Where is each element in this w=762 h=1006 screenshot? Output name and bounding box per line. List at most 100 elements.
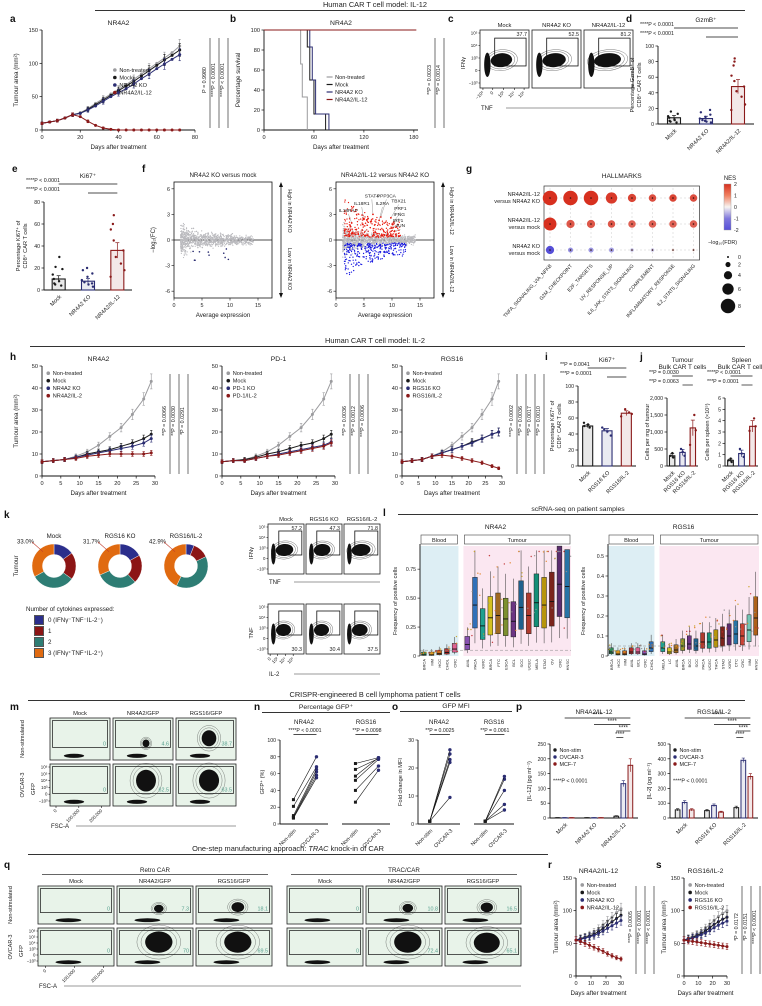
svg-text:****: **** (608, 719, 618, 725)
svg-text:RGS16/IL-2: RGS16/IL-2 (697, 709, 731, 716)
svg-text:5: 5 (718, 407, 721, 413)
svg-text:**P = 0.0041: **P = 0.0041 (560, 362, 590, 368)
svg-text:6: 6 (329, 187, 332, 193)
svg-text:100: 100 (658, 801, 667, 807)
svg-text:Ki67⁺: Ki67⁺ (599, 357, 615, 364)
svg-text:−10³: −10³ (257, 567, 266, 572)
svg-text:120: 120 (359, 135, 368, 141)
svg-text:HCC: HCC (437, 659, 442, 668)
svg-text:****P < 0.0001: ****P < 0.0001 (640, 31, 674, 37)
svg-text:GzmB⁺: GzmB⁺ (695, 17, 716, 24)
svg-text:PACA: PACA (473, 659, 478, 670)
svg-text:50: 50 (212, 364, 218, 370)
svg-text:KIRC: KIRC (480, 659, 485, 669)
svg-text:0: 0 (574, 981, 577, 987)
svg-text:−10³: −10³ (257, 647, 266, 652)
svg-text:0: 0 (267, 656, 273, 662)
svg-text:10⁵: 10⁵ (286, 656, 295, 665)
svg-text:30: 30 (32, 408, 38, 414)
svg-text:20: 20 (114, 481, 120, 487)
svg-text:3: 3 (167, 212, 170, 218)
svg-text:15: 15 (95, 481, 101, 487)
panel-letter-r: r (548, 860, 552, 871)
svg-text:10: 10 (32, 452, 38, 458)
svg-text:Mock: Mock (53, 379, 67, 385)
section-header-trac: One-step manufacturing approach: TRAC kn… (28, 844, 548, 853)
section-header-il2: Human CAR T cell model: IL-2 (325, 336, 425, 345)
svg-text:60: 60 (568, 416, 574, 422)
svg-text:PD-1 KO: PD-1 KO (233, 386, 256, 392)
svg-text:IL18RAP: IL18RAP (339, 208, 358, 214)
svg-text:Mock: Mock (413, 379, 427, 385)
svg-text:63.5: 63.5 (222, 787, 233, 793)
svg-text:0: 0 (262, 135, 265, 141)
svg-text:Mock: Mock (318, 879, 332, 885)
svg-text:TBX21: TBX21 (391, 198, 406, 204)
svg-text:Tumour area (mm²): Tumour area (mm²) (13, 394, 20, 447)
section-rule-trac (28, 854, 548, 855)
svg-text:Average expression: Average expression (358, 312, 413, 319)
o-header: GFP MFI (400, 703, 512, 712)
svg-text:0: 0 (215, 474, 218, 480)
svg-text:PPP3CA: PPP3CA (377, 193, 397, 199)
section-header-crispr: CRISPR-engineered B cell lymphoma patien… (289, 690, 461, 699)
svg-text:BRCA: BRCA (609, 659, 614, 670)
chart-il2-secretion: RGS16/IL-2****************01002003004005… (647, 709, 758, 847)
panel-letter-s: s (656, 860, 662, 871)
svg-text:200: 200 (538, 757, 547, 763)
svg-text:5: 5 (201, 303, 204, 309)
panel-letter-p: p (516, 702, 523, 713)
svg-text:10: 10 (588, 981, 594, 987)
svg-text:Mock: Mock (675, 822, 689, 836)
svg-text:Bulk CAR T cells: Bulk CAR T cells (659, 364, 707, 371)
svg-text:RGS16: RGS16 (484, 719, 505, 726)
svg-text:−10³: −10³ (39, 799, 48, 804)
svg-text:NR4A2/IL-12: NR4A2/IL-12 (95, 294, 122, 321)
svg-text:****P < 0.0001: ****P < 0.0001 (673, 778, 708, 784)
svg-text:Non-stim: Non-stim (278, 828, 298, 848)
svg-text:Cells per spleen (×10⁵): Cells per spleen (×10⁵) (704, 403, 711, 460)
svg-text:PD-1/IL-2: PD-1/IL-2 (233, 394, 257, 400)
svg-text:15: 15 (449, 481, 455, 487)
svg-text:NR4A2/GFP: NR4A2/GFP (139, 879, 171, 885)
svg-text:OVCAR-3: OVCAR-3 (433, 828, 454, 849)
svg-text:0: 0 (718, 464, 721, 470)
panel-letter-i: i (545, 352, 548, 363)
section-rule-crispr (28, 700, 745, 701)
svg-text:0.50: 0.50 (406, 596, 416, 602)
chart-ki67-bar-il2: Ki67⁺ **P = 0.0041 ***P = 0.0001 0 20 40 60 80 1… (549, 357, 636, 495)
svg-text:10: 10 (389, 303, 395, 309)
section-rule-il2 (30, 346, 745, 347)
svg-text:15: 15 (255, 303, 261, 309)
svg-text:30: 30 (332, 481, 338, 487)
svg-text:50: 50 (392, 364, 398, 370)
svg-text:SCC: SCC (694, 659, 699, 668)
svg-text:10³: 10³ (259, 626, 266, 631)
svg-text:0: 0 (35, 128, 38, 134)
svg-text:Tumour area (mm²): Tumour area (mm²) (13, 53, 20, 106)
svg-text:10: 10 (77, 481, 83, 487)
svg-text:NR4A2/IL-12: NR4A2/IL-12 (508, 218, 540, 224)
svg-text:SCC: SCC (519, 659, 524, 668)
svg-text:71.8: 71.8 (368, 526, 379, 532)
section-rule-il12 (95, 10, 745, 11)
svg-text:**P = 0.0010: **P = 0.0010 (536, 406, 542, 436)
svg-text:RGS16/GFP: RGS16/GFP (467, 879, 500, 885)
panel-letter-l: l (383, 508, 386, 519)
svg-text:CD8⁺ CAR T cells: CD8⁺ CAR T cells (22, 223, 29, 268)
svg-text:**P = 0.0014: **P = 0.0014 (436, 65, 442, 95)
svg-text:NR4A2 KO: NR4A2 KO (575, 822, 599, 846)
svg-text:IL2RA: IL2RA (376, 201, 390, 207)
cytokine-legend-item: 3 (IFNγ⁺TNF⁺IL-2⁺) (34, 648, 206, 658)
svg-text:10⁴: 10⁴ (29, 941, 36, 946)
svg-text:**P = 0.0030: **P = 0.0030 (649, 370, 679, 376)
svg-text:IFNG: IFNG (394, 212, 406, 218)
ma-plot-nr4a2ko-vs-mock: NR4A2 KO versus mock 6 3 0 -3 -6 0 5 10 15 Average… (151, 172, 292, 319)
svg-text:Non-treated: Non-treated (413, 371, 443, 377)
svg-text:OVCAR-3: OVCAR-3 (560, 755, 584, 761)
legend-label: 1 (48, 627, 52, 635)
svg-text:CRC: CRC (642, 659, 647, 668)
svg-text:15: 15 (275, 481, 281, 487)
svg-text:0: 0 (601, 654, 604, 660)
